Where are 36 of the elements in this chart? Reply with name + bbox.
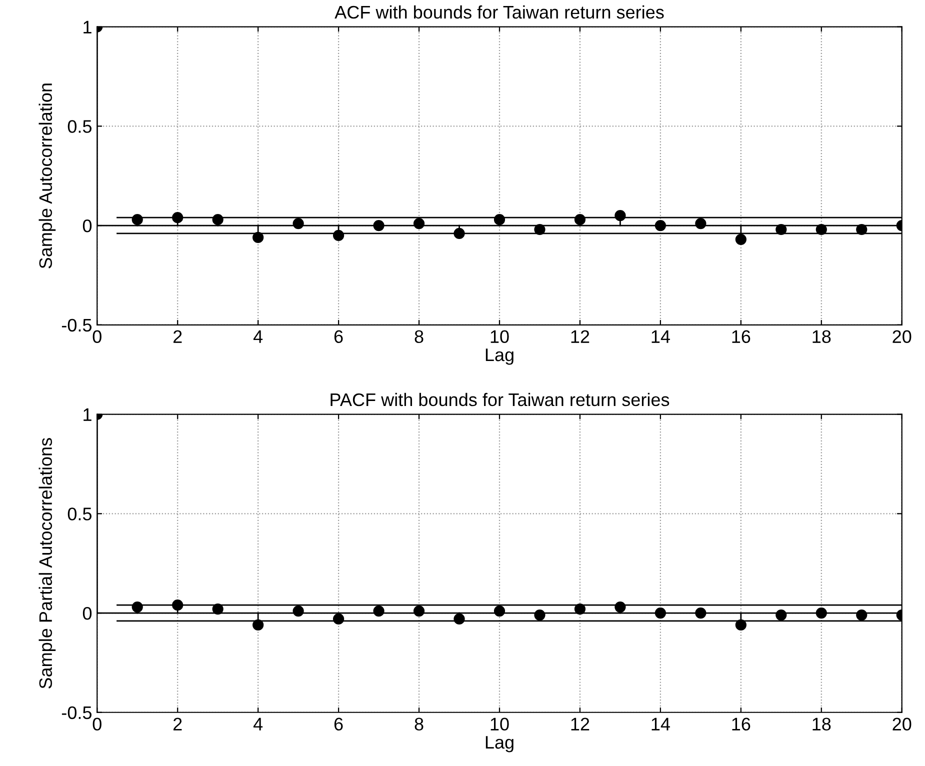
x-tick-label: 4: [253, 718, 263, 730]
x-tick-label: 6: [334, 718, 343, 731]
y-axis-title: Sample Partial Autocorrelations: [38, 438, 56, 688]
x-tick-label: 8: [414, 330, 424, 344]
y-tick-label: 0: [82, 219, 92, 232]
y-tick-label: 1: [84, 408, 92, 421]
x-tick-label: 2: [173, 718, 182, 730]
x-tick-label: 6: [334, 330, 343, 344]
x-axis-title: Lag: [486, 736, 514, 752]
y-tick-label: 0: [82, 606, 92, 620]
x-tick-label: 10: [490, 718, 509, 731]
chart-title: ACF with bounds for Taiwan return series: [334, 5, 664, 19]
y-tick-label: 1: [84, 20, 92, 34]
y-tick-label: 0.5: [68, 508, 92, 520]
y-tick-label: -0.5: [62, 706, 92, 720]
x-tick-label: 14: [652, 718, 670, 730]
x-tick-label: 2: [173, 330, 182, 343]
y-axis-title: Sample Autocorrelation: [38, 84, 56, 268]
y-tick-label: 0.5: [68, 120, 92, 133]
x-tick-label: 4: [253, 330, 263, 343]
x-tick-label: 8: [414, 718, 424, 731]
x-tick-label: 10: [490, 330, 509, 344]
x-tick-label: 18: [812, 330, 831, 344]
x-tick-label: 20: [892, 330, 912, 344]
x-tick-label: 0: [92, 330, 102, 344]
x-tick-label: 18: [812, 718, 831, 731]
x-tick-label: 16: [732, 718, 750, 731]
x-tick-label: 12: [571, 718, 590, 730]
x-axis-title: Lag: [486, 348, 514, 365]
x-tick-label: 20: [892, 718, 912, 731]
x-tick-label: 0: [92, 718, 102, 731]
x-tick-label: 14: [652, 330, 670, 343]
x-tick-label: 16: [732, 330, 750, 344]
y-tick-label: -0.5: [62, 318, 92, 332]
chart-title: PACF with bounds for Taiwan return series: [330, 392, 670, 406]
x-tick-label: 12: [571, 330, 590, 343]
